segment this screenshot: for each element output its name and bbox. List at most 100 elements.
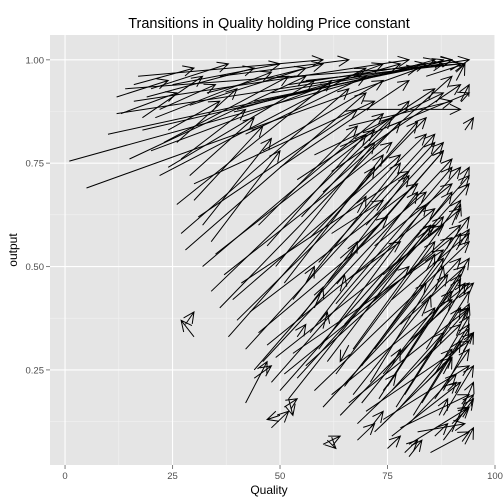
x-tick-label: 25 xyxy=(167,471,178,482)
transition-arrow xyxy=(424,253,436,271)
transition-arrow xyxy=(459,302,471,325)
transition-arrow xyxy=(421,340,462,404)
transition-arrow xyxy=(387,435,402,449)
transition-arrow xyxy=(455,228,470,251)
transition-arrow xyxy=(348,241,402,280)
y-tick-label: 1.00 xyxy=(26,55,45,66)
transition-arrow xyxy=(356,195,367,214)
transition-arrow xyxy=(374,282,427,350)
x-tick-label: 100 xyxy=(487,471,503,482)
transition-arrow xyxy=(146,65,256,98)
transition-arrow xyxy=(447,277,462,300)
transition-arrow xyxy=(365,141,445,226)
transition-arrow xyxy=(391,331,445,391)
transition-arrow xyxy=(189,116,256,176)
transition-arrow xyxy=(193,125,264,201)
transition-arrow xyxy=(417,224,436,239)
transition-arrow xyxy=(426,61,466,77)
transition-arrow xyxy=(352,273,449,396)
transition-arrow xyxy=(245,141,436,350)
transition-arrow xyxy=(283,153,384,284)
transition-arrow xyxy=(369,410,384,429)
transition-arrow xyxy=(326,224,432,362)
transition-arrow xyxy=(120,91,178,115)
transition-arrow xyxy=(183,311,195,325)
transition-arrow xyxy=(460,393,475,412)
transition-arrow xyxy=(434,265,446,292)
transition-arrow xyxy=(336,273,348,292)
transition-arrow xyxy=(266,410,281,422)
transition-arrow xyxy=(116,78,170,98)
transition-arrow xyxy=(150,62,385,152)
y-tick-label: 0.25 xyxy=(26,365,45,376)
transition-arrow xyxy=(318,203,427,350)
transition-arrow xyxy=(430,431,471,454)
transition-arrow xyxy=(363,166,376,180)
transition-arrow xyxy=(331,199,385,234)
transition-arrow xyxy=(339,344,351,363)
transition-arrow xyxy=(357,422,376,441)
transition-arrow xyxy=(437,397,449,416)
transition-arrow xyxy=(390,348,401,367)
transition-arrow xyxy=(142,75,204,119)
transition-arrow xyxy=(159,83,217,110)
transition-arrow xyxy=(463,426,475,445)
transition-arrow xyxy=(271,410,290,429)
transition-arrow xyxy=(262,158,453,362)
x-axis-title: Quality xyxy=(250,483,287,497)
transition-arrow xyxy=(279,79,410,168)
transition-arrow xyxy=(176,88,238,143)
transition-arrow xyxy=(404,306,462,395)
transition-arrow xyxy=(253,365,273,379)
transition-arrow xyxy=(313,286,325,309)
transition-arrow xyxy=(241,170,410,284)
transition-arrow xyxy=(318,133,436,263)
transition-arrow xyxy=(189,65,307,106)
transition-arrow xyxy=(400,348,453,408)
transition-arrow xyxy=(309,191,419,334)
transition-arrow xyxy=(421,294,432,317)
transition-arrow xyxy=(262,79,385,152)
y-axis: 0.25 0.50 0.75 1.00 xyxy=(26,55,50,376)
transition-arrow xyxy=(335,240,436,375)
transition-arrow xyxy=(434,422,449,437)
transition-arrow xyxy=(408,373,458,425)
transition-arrow xyxy=(180,108,247,160)
transition-arrow xyxy=(202,137,273,226)
transition-arrow xyxy=(275,141,376,267)
transition-arrow xyxy=(335,166,453,305)
transition-arrow xyxy=(400,265,466,325)
transition-arrow xyxy=(408,439,423,458)
transition-arrow xyxy=(210,149,281,243)
transition-arrow xyxy=(304,265,315,284)
transition-arrow xyxy=(444,381,458,394)
transition-arrow xyxy=(442,331,475,391)
plot-background xyxy=(50,35,495,465)
transition-arrow xyxy=(462,116,475,131)
transition-arrow xyxy=(442,397,475,441)
transition-arrow xyxy=(324,437,337,450)
transition-arrow xyxy=(219,55,350,77)
transition-arrow xyxy=(223,141,393,276)
transition-arrow xyxy=(305,59,462,81)
transition-arrow xyxy=(459,83,470,102)
transition-arrow xyxy=(382,373,397,391)
chart-title: Transitions in Quality holding Price con… xyxy=(128,16,410,32)
transition-arrow xyxy=(459,166,470,185)
transition-arrow xyxy=(180,319,195,338)
transition-arrow xyxy=(382,306,436,375)
transition-arrow xyxy=(339,216,389,259)
transition-arrow xyxy=(344,257,445,387)
transition-arrow xyxy=(245,75,368,135)
transition-arrow xyxy=(284,398,296,417)
x-tick-label: 0 xyxy=(62,471,67,482)
transition-arrow xyxy=(133,65,196,86)
transition-arrow xyxy=(288,55,454,86)
transition-arrow xyxy=(236,133,428,321)
transition-arrow xyxy=(150,61,230,90)
transition-arrow xyxy=(258,125,359,226)
transition-arrow xyxy=(295,323,307,338)
transition-arrow xyxy=(314,92,445,156)
